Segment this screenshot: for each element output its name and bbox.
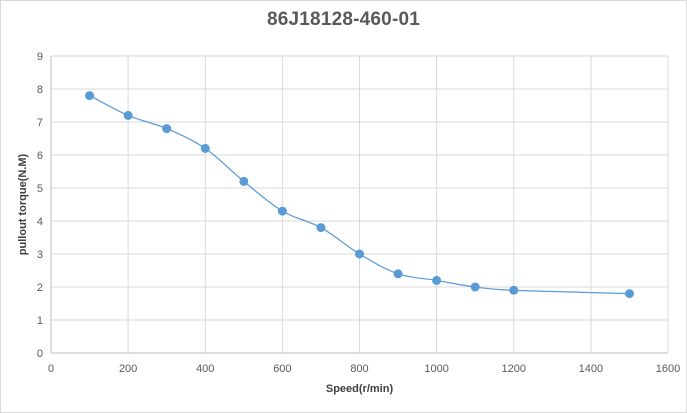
- grid-lines: [51, 55, 669, 353]
- x-tick-label: 200: [119, 363, 137, 375]
- y-tick-label: 7: [37, 117, 43, 129]
- data-point: [432, 275, 442, 285]
- data-point: [200, 143, 210, 153]
- data-point: [162, 124, 172, 134]
- axes: [50, 56, 668, 354]
- x-tick-label: 1600: [656, 363, 680, 375]
- y-tick-label: 0: [37, 348, 43, 360]
- x-tick-label: 800: [350, 363, 368, 375]
- y-tick-label: 9: [37, 51, 43, 63]
- y-tick-label: 3: [37, 249, 43, 261]
- tick-labels: 0 1 2 3 4 5 6 7 8 9 0 200 400 600 800 1000 1200 1400 1600: [37, 51, 680, 375]
- chart-title: 86J18128-460-01: [266, 9, 421, 30]
- y-tick-label: 8: [37, 84, 43, 96]
- y-tick-label: 5: [37, 183, 43, 195]
- y-tick-label: 2: [37, 282, 43, 294]
- x-tick-label: 400: [196, 363, 214, 375]
- data-point: [277, 206, 287, 216]
- data-point: [393, 269, 403, 279]
- data-point: [624, 289, 634, 299]
- x-tick-label: 600: [273, 363, 291, 375]
- data-point: [239, 176, 249, 186]
- data-point: [509, 285, 519, 295]
- y-tick-label: 4: [37, 216, 43, 228]
- data-point: [470, 282, 480, 292]
- data-point: [316, 223, 326, 233]
- x-axis-title: Speed(r/min): [326, 383, 394, 395]
- y-axis-title: pullout torque(N.M): [17, 153, 29, 255]
- y-tick-label: 1: [37, 315, 43, 327]
- x-tick-label: 1200: [502, 363, 526, 375]
- data-series: [85, 91, 634, 299]
- x-tick-label: 0: [48, 363, 54, 375]
- x-tick-label: 1000: [424, 363, 448, 375]
- data-point: [123, 110, 133, 120]
- y-tick-label: 6: [37, 150, 43, 162]
- data-point: [355, 249, 364, 259]
- x-tick-label: 1400: [579, 363, 603, 375]
- data-point: [85, 91, 95, 101]
